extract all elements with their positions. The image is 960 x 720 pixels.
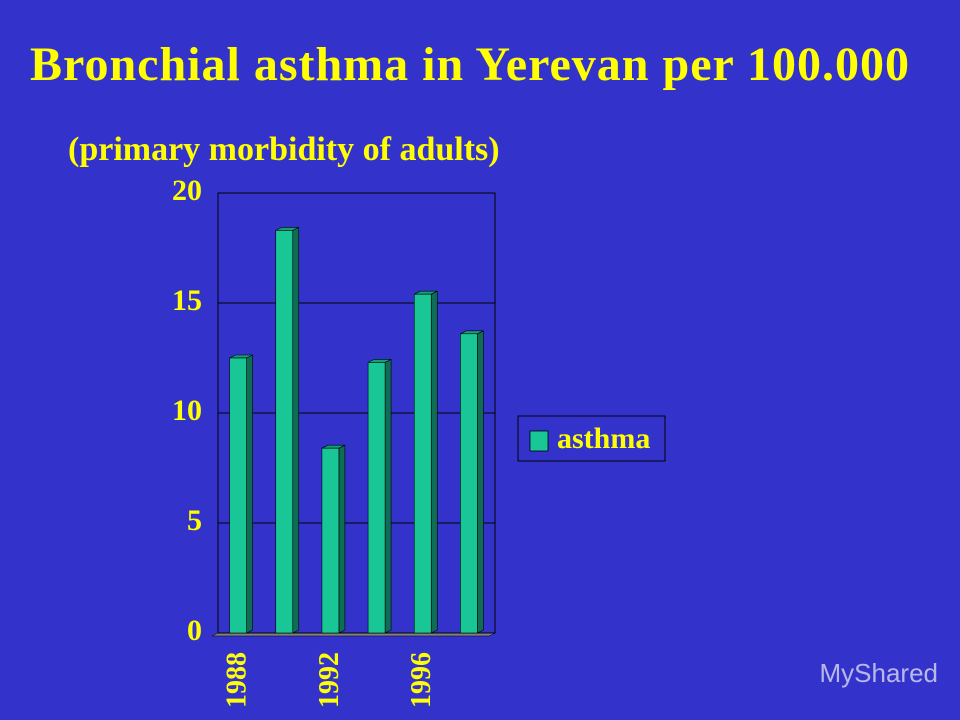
y-tick-label: 5 bbox=[187, 504, 202, 537]
legend-swatch bbox=[529, 430, 549, 452]
x-tick-label: 1996 bbox=[406, 652, 437, 708]
y-tick-label: 0 bbox=[187, 614, 202, 647]
x-tick-label: 1988 bbox=[222, 652, 253, 708]
bar-side bbox=[384, 358, 392, 634]
x-tick-label: 1992 bbox=[314, 652, 345, 708]
bar bbox=[460, 333, 478, 634]
title-block: Bronchial asthma in Yerevan per 100.000 … bbox=[30, 28, 948, 193]
watermark: MyShared bbox=[820, 658, 939, 688]
bar-side bbox=[246, 354, 253, 634]
bar bbox=[321, 447, 340, 634]
legend-label: asthma bbox=[557, 422, 650, 455]
y-tick-label: 10 bbox=[172, 394, 202, 427]
chart-title: Bronchial asthma in Yerevan per 100.000 bbox=[30, 38, 910, 91]
bar-side bbox=[477, 330, 484, 634]
bar bbox=[275, 230, 294, 634]
bar bbox=[367, 362, 386, 634]
bar-side bbox=[338, 444, 346, 634]
y-tick-label: 15 bbox=[172, 284, 202, 317]
bar-side bbox=[292, 226, 300, 634]
bar bbox=[413, 293, 432, 634]
legend-box bbox=[517, 415, 666, 462]
chart-subtitle: (primary morbidity of adults) bbox=[68, 131, 500, 168]
y-tick-label: 20 bbox=[172, 174, 202, 207]
bar bbox=[229, 357, 247, 634]
bar-side bbox=[430, 290, 438, 634]
